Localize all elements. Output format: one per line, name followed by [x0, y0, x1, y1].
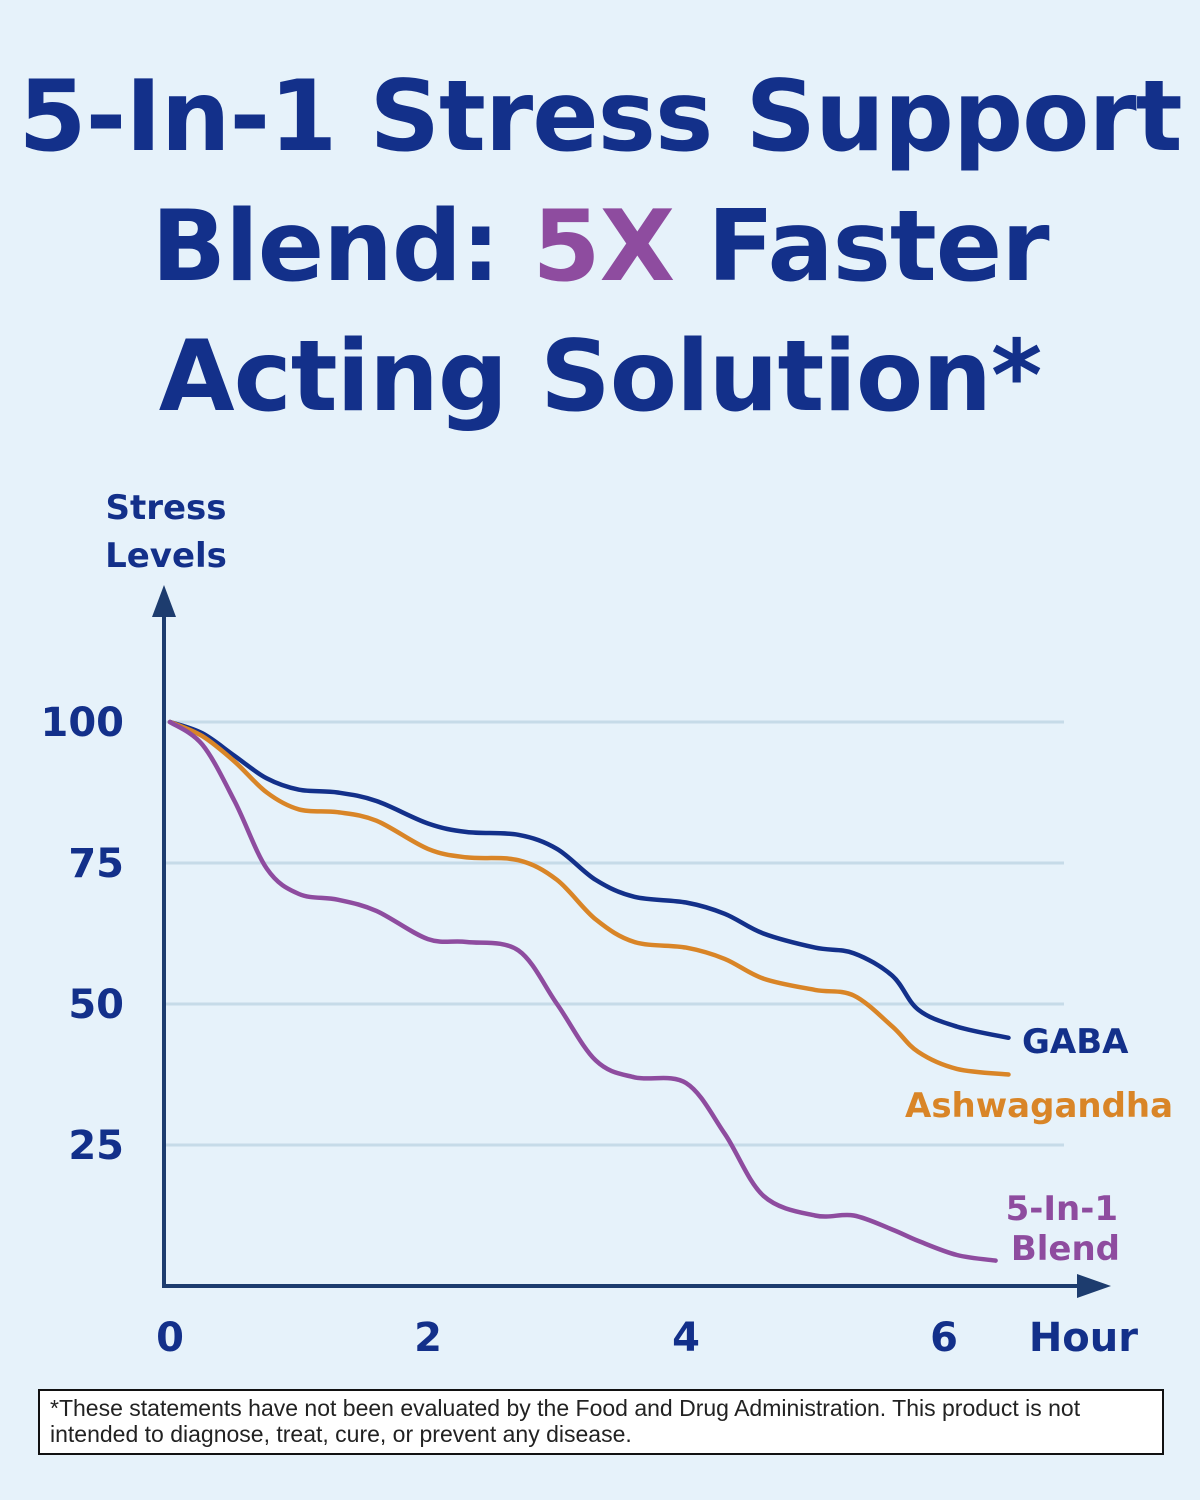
- headline-line-1: 5-In-1 Stress Support: [18, 60, 1182, 174]
- headline-line-2: Blend: 5X Faster: [0, 182, 1200, 312]
- gaba-line: [167, 719, 1011, 1041]
- y-tick-label: 75: [68, 841, 124, 887]
- headline-line-3: Acting Solution*: [158, 320, 1042, 434]
- y-tick-label: 25: [68, 1123, 124, 1169]
- y-tick-label: 50: [68, 982, 124, 1028]
- ashwagandha-line: [167, 719, 1011, 1077]
- y-axis-label-line-1: Stress: [105, 488, 226, 528]
- y-axis-label-line-2: Levels: [105, 536, 227, 576]
- tick-labels: 100 75 50 25 0 2 4 6: [41, 700, 958, 1361]
- x-axis-label: Hour: [1029, 1315, 1138, 1361]
- series-label-blend-line-2: Blend: [1011, 1229, 1120, 1269]
- y-axis-arrow: [152, 585, 176, 617]
- x-tick-label: 0: [156, 1315, 184, 1361]
- x-tick-label: 4: [672, 1315, 700, 1361]
- headline: 5-In-1 Stress Support Blend: 5X Faster A…: [0, 52, 1200, 442]
- x-tick-label: 6: [930, 1315, 958, 1361]
- series-label-ashwagandha: Ashwagandha: [905, 1086, 1173, 1126]
- grid-lines: [166, 720, 1064, 1147]
- headline-line-2-prefix: Blend:: [151, 190, 533, 304]
- series-lines: [167, 719, 1011, 1263]
- headline-accent: 5X: [532, 190, 675, 304]
- blend-line: [167, 719, 998, 1263]
- headline-line-2-suffix: Faster: [674, 190, 1049, 304]
- series-label-gaba: GABA: [1022, 1022, 1129, 1062]
- x-tick-label: 2: [414, 1315, 442, 1361]
- x-axis-arrow: [1077, 1274, 1111, 1298]
- y-tick-label: 100: [41, 700, 125, 746]
- stress-chart: Stress Levels Hour 100 75 50 25 0 2 4 6 GABA As…: [41, 488, 1174, 1361]
- series-labels: GABA Ashwagandha 5-In-1 Blend: [905, 1022, 1173, 1269]
- axes: [152, 585, 1111, 1298]
- series-label-blend-line-1: 5-In-1: [1006, 1189, 1118, 1229]
- disclaimer: *These statements have not been evaluate…: [38, 1389, 1164, 1455]
